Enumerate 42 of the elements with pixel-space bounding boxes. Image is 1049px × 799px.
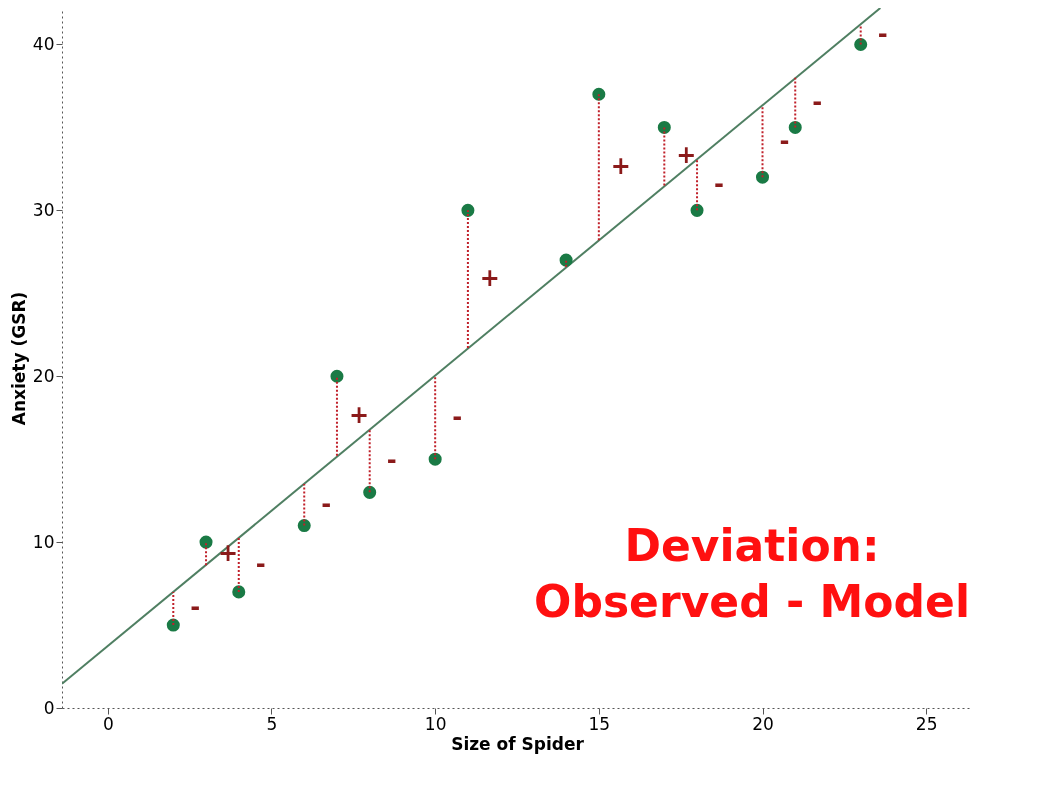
y-tick-label: 20 [32, 365, 55, 386]
x-tick-label: 15 [588, 713, 611, 734]
y-tick-label: 0 [43, 697, 55, 718]
x-axis-title: Size of Spider [451, 733, 585, 754]
x-tick-label: 5 [266, 713, 278, 734]
point [657, 120, 671, 134]
point [755, 170, 770, 184]
point [559, 253, 573, 267]
annotation: - [714, 169, 725, 198]
x-tick-label: 20 [752, 713, 774, 734]
annotation: - [321, 489, 332, 518]
y-tick-label: 10 [32, 531, 55, 552]
annotation: + [348, 401, 370, 430]
point [428, 452, 442, 466]
annotation: + [610, 152, 631, 181]
point [166, 618, 180, 632]
annotation: + [479, 264, 500, 293]
y-axis-title: Anxiety (GSR) [8, 291, 29, 426]
annotation: - [877, 19, 888, 48]
point [690, 203, 704, 217]
annotation: - [452, 402, 463, 431]
x-tick-label: 0 [102, 713, 114, 734]
point [297, 519, 311, 533]
point [854, 37, 868, 51]
annotation: - [386, 445, 397, 474]
x-tick-label: 10 [424, 713, 447, 734]
annotation: - [255, 549, 266, 578]
y-tick-label: 30 [32, 199, 55, 220]
point [788, 120, 802, 134]
annotation: + [217, 538, 239, 567]
point [363, 485, 377, 499]
annotation: - [812, 87, 823, 116]
point [330, 369, 344, 383]
annotation: + [676, 141, 697, 170]
point [592, 87, 606, 101]
annotation: - [779, 126, 790, 155]
x-tick-label: 25 [915, 713, 938, 734]
y-tick-label: 40 [32, 33, 55, 54]
annotation: - [190, 593, 201, 622]
annotation: Deviation: Observed - Model [534, 520, 970, 627]
point [461, 203, 475, 217]
point [232, 585, 246, 599]
